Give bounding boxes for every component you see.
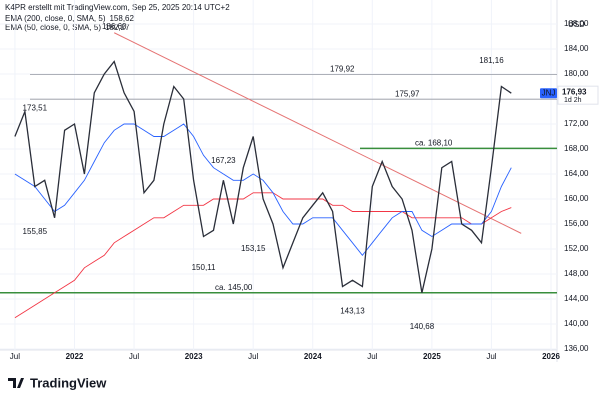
level-label: ca. 168,10 [415, 138, 453, 147]
y-tick-label: 172,00 [564, 119, 589, 128]
symbol-tag [540, 88, 557, 99]
brand: TradingView [30, 375, 107, 390]
x-tick-label: Jul [248, 352, 258, 361]
y-tick-label: 160,00 [564, 194, 589, 203]
ema-line [14, 192, 512, 319]
symbol: JNJ [542, 88, 556, 97]
annotation: 150,11 [192, 263, 216, 272]
price-line [14, 60, 512, 293]
unit: USD [568, 20, 585, 29]
indicator-label: EMA (50, close, 0, SMA, 5) [5, 23, 101, 32]
y-tick-label: 144,00 [564, 294, 589, 303]
logo-mark [8, 378, 24, 388]
indicator-value: 182,27 [105, 23, 130, 32]
x-tick-label: 2023 [185, 352, 203, 361]
price-tag [557, 85, 599, 105]
credit: K4PR erstellt mit TradingView.com, Sep 2… [5, 3, 230, 12]
annotation: 167,23 [211, 156, 236, 165]
ema-line [14, 123, 512, 257]
y-tick-label: 164,00 [564, 169, 589, 178]
annotation: 173,51 [23, 104, 48, 113]
annotation: 140,68 [410, 322, 435, 331]
x-tick-label: 2025 [423, 352, 441, 361]
x-tick-label: 2026 [542, 352, 560, 361]
trendline [113, 32, 522, 234]
last-price: 176,93 [562, 87, 587, 96]
indicator-value: 158,62 [109, 14, 134, 23]
x-tick-label: Jul [10, 352, 20, 361]
annotation: 143,13 [340, 307, 365, 316]
x-tick-label: Jul [129, 352, 139, 361]
x-tick-label: 2022 [66, 352, 84, 361]
y-tick-label: 152,00 [564, 244, 589, 253]
y-tick-label: 188,00 [564, 19, 589, 28]
y-tick-label: 168,00 [564, 144, 589, 153]
level-label: ca. 145,00 [215, 283, 253, 292]
x-tick-label: 2024 [304, 352, 322, 361]
x-tick-label: Jul [367, 352, 377, 361]
level-label: 175,97 [395, 89, 420, 98]
annotation: 181,16 [479, 56, 504, 65]
y-tick-label: 180,00 [564, 69, 589, 78]
y-tick-label: 148,00 [564, 269, 589, 278]
indicator-label: EMA (200, close, 0, SMA, 5) [5, 14, 106, 23]
y-tick-label: 136,00 [564, 344, 589, 353]
annotation: 186,60 [102, 22, 127, 31]
x-tick-label: Jul [486, 352, 496, 361]
y-tick-label: 184,00 [564, 44, 589, 53]
annotation: 155,85 [23, 227, 48, 236]
countdown: 1d 2h [564, 97, 582, 104]
y-tick-label: 156,00 [564, 219, 589, 228]
annotation: 153,15 [241, 244, 266, 253]
logo: TradingView [8, 375, 107, 390]
y-tick-label: 140,00 [564, 319, 589, 328]
level-label: 179,92 [330, 65, 355, 74]
